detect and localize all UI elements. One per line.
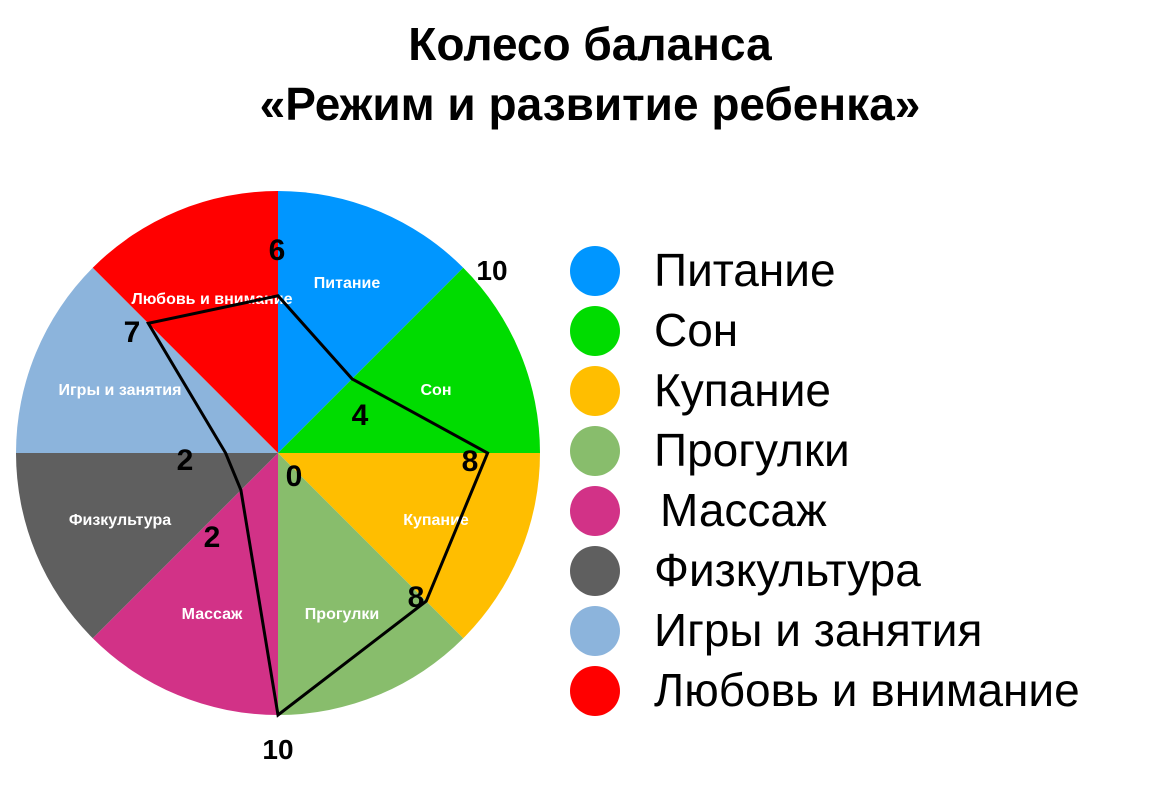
score-label: 4 <box>352 399 369 432</box>
legend-label: Сон <box>654 304 739 356</box>
legend-label: Любовь и внимание <box>654 664 1080 716</box>
sector-label: Купание <box>403 512 469 529</box>
wheel-sector <box>92 453 278 715</box>
wheel-sector <box>278 191 464 453</box>
score-label: 8 <box>408 581 425 614</box>
sector-label: Массаж <box>182 606 243 623</box>
score-label: 2 <box>204 521 221 554</box>
sector-labels: Питание Сон Купание Прогулки Массаж Физкульту… <box>59 275 469 623</box>
legend-swatch <box>570 366 620 416</box>
score-label: 6 <box>269 234 286 267</box>
legend-swatch <box>570 666 620 716</box>
legend-label: Прогулки <box>654 424 850 476</box>
score-outline <box>145 294 490 718</box>
legend-label: Игры и занятия <box>654 604 983 656</box>
wheel-sector <box>92 191 278 453</box>
chart-title-line-2: «Режим и развитие ребенка» <box>259 78 921 130</box>
score-label: 7 <box>124 316 141 349</box>
legend-swatch <box>570 606 620 656</box>
legend-swatch <box>570 546 620 596</box>
legend-item: Массаж <box>570 482 1153 542</box>
legend-swatch <box>570 246 620 296</box>
legend-label: Купание <box>654 364 831 416</box>
sector-label: Физкультура <box>69 512 171 529</box>
wheel-sectors <box>16 191 540 715</box>
legend-item: Игры и занятия <box>570 602 1153 662</box>
legend-swatch <box>570 306 620 356</box>
sector-label: Любовь и внимание <box>132 291 293 308</box>
legend-item: Любовь и внимание <box>570 662 1153 722</box>
score-label: 2 <box>177 444 194 477</box>
legend-item: Сон <box>570 302 1153 362</box>
legend-swatch <box>570 486 620 536</box>
wheel-sector <box>278 453 540 639</box>
sector-label: Игры и занятия <box>59 382 182 399</box>
wheel-sector <box>278 267 540 453</box>
max-label-bottom: 10 <box>262 734 293 765</box>
legend-label: Физкультура <box>654 544 921 596</box>
sector-label: Прогулки <box>305 606 379 623</box>
center-zero-label: 0 <box>286 460 303 493</box>
legend-label: Питание <box>654 244 836 296</box>
wheel-sector <box>16 453 278 639</box>
wheel-sector <box>16 267 278 453</box>
sector-label: Питание <box>314 275 381 292</box>
score-labels: 4 8 8 2 2 7 6 <box>124 234 479 614</box>
legend-swatch <box>570 426 620 476</box>
sector-label: Сон <box>421 382 452 399</box>
chart-title-line-1: Колесо баланса <box>408 18 772 70</box>
legend-item: Питание <box>570 242 1153 302</box>
wheel-sector <box>278 453 464 715</box>
score-label: 8 <box>462 445 479 478</box>
legend-item: Физкультура <box>570 542 1153 602</box>
legend-item: Купание <box>570 362 1153 422</box>
legend-item: Прогулки <box>570 422 1153 482</box>
chart-title: Колесо баланса «Режим и развитие ребенка… <box>0 14 1153 134</box>
legend-label: Массаж <box>660 484 827 536</box>
max-label-top-right: 10 <box>476 255 507 286</box>
